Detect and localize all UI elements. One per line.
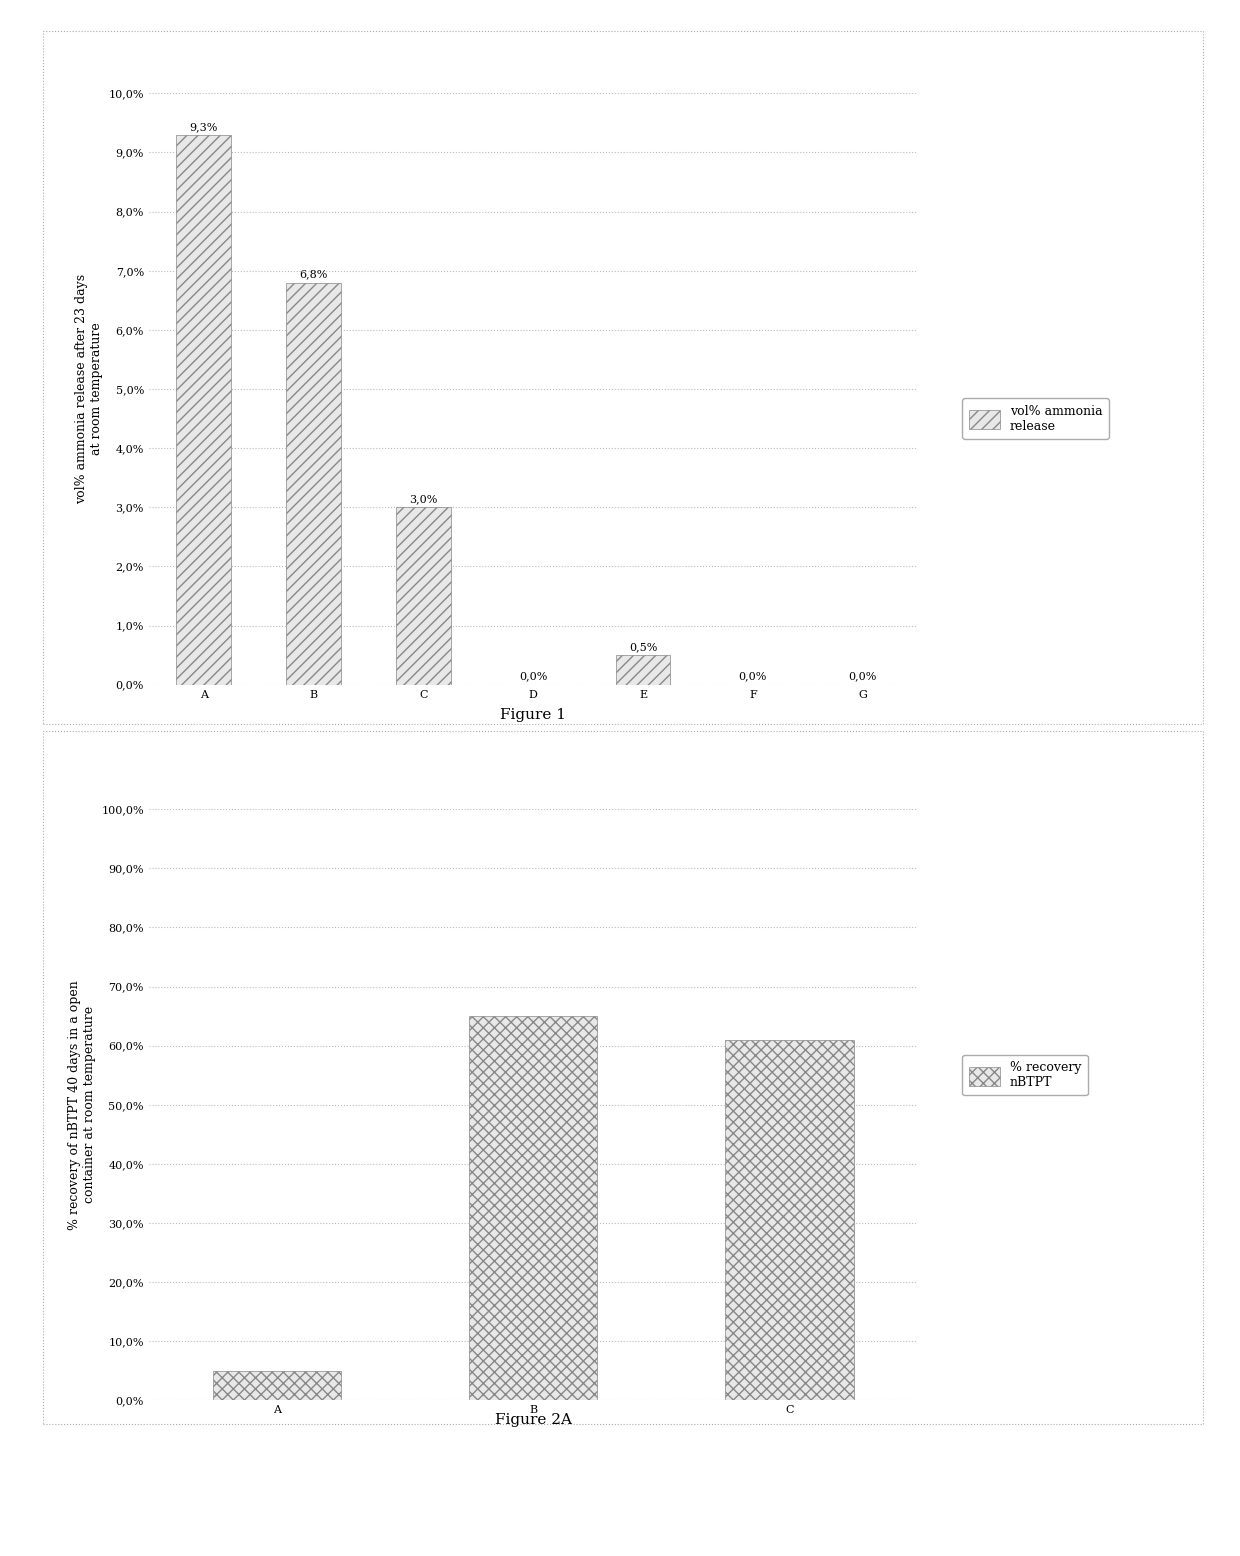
Y-axis label: vol% ammonia release after 23 days
at room temperature: vol% ammonia release after 23 days at ro… [74, 274, 103, 504]
Bar [176, 135, 231, 685]
Bar [213, 1371, 341, 1400]
Bar [469, 1016, 598, 1400]
Bar [725, 1039, 853, 1400]
Text: Figure 1: Figure 1 [500, 708, 567, 722]
Text: 9,3%: 9,3% [190, 121, 218, 132]
Bar [615, 655, 671, 685]
Bar [396, 507, 451, 685]
Text: 6,8%: 6,8% [299, 269, 327, 280]
Text: 0,0%: 0,0% [739, 672, 768, 682]
Text: 3,0%: 3,0% [409, 495, 438, 504]
Legend: vol% ammonia
release: vol% ammonia release [962, 398, 1109, 439]
Text: Figure 2A: Figure 2A [495, 1413, 572, 1427]
Text: 0,0%: 0,0% [520, 672, 547, 682]
Text: 0,0%: 0,0% [848, 672, 877, 682]
Y-axis label: % recovery of nBTPT 40 days in a open
container at room temperature: % recovery of nBTPT 40 days in a open co… [68, 980, 95, 1229]
Bar [286, 283, 341, 685]
Text: 0,5%: 0,5% [629, 643, 657, 652]
Legend: % recovery
nBTPT: % recovery nBTPT [962, 1055, 1087, 1095]
